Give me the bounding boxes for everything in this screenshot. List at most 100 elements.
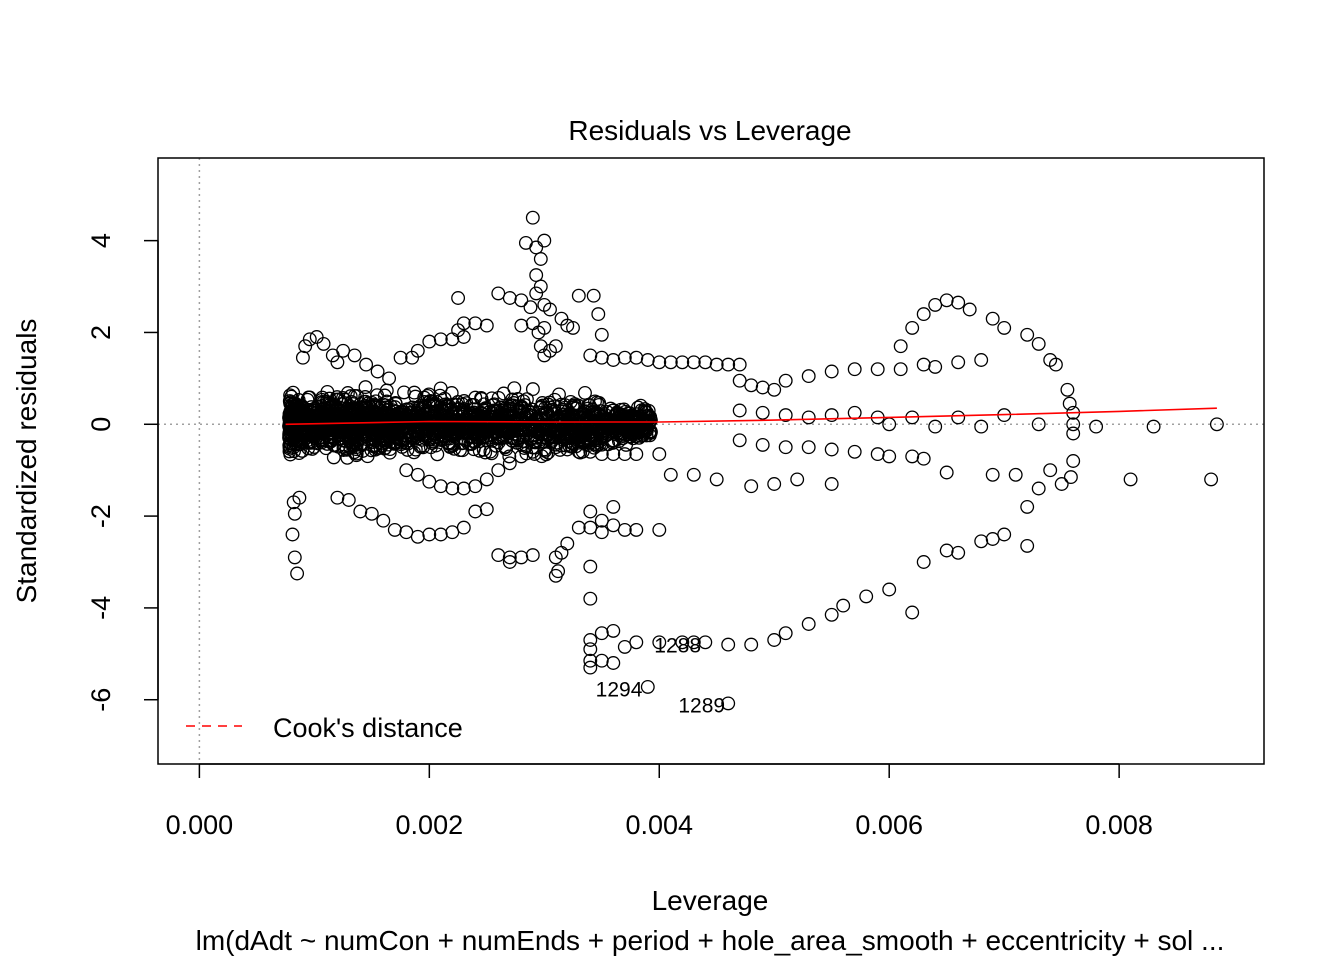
data-point <box>533 279 548 294</box>
data-point <box>755 437 770 452</box>
data-point <box>287 506 302 521</box>
data-point <box>290 566 305 581</box>
data-point <box>525 210 540 225</box>
data-point <box>546 423 561 438</box>
data-point <box>523 300 538 315</box>
data-point <box>581 438 596 453</box>
data-point <box>732 357 747 372</box>
data-point <box>494 400 509 415</box>
data-point <box>514 293 529 308</box>
data-point <box>403 405 418 420</box>
data-point <box>461 436 476 451</box>
data-point <box>359 357 374 372</box>
data-point <box>511 428 526 443</box>
legend: Cook's distance <box>186 713 463 743</box>
y-tick-label: -6 <box>86 688 116 712</box>
data-point <box>626 431 641 446</box>
data-point <box>778 626 793 641</box>
data-point <box>343 399 357 414</box>
point-label: 1294 <box>596 678 643 701</box>
dense-point-cloud <box>282 380 658 465</box>
data-point <box>410 343 425 358</box>
data-point <box>824 364 839 379</box>
data-point <box>594 626 609 641</box>
data-point <box>507 381 522 396</box>
x-tick-label: 0.000 <box>166 810 234 840</box>
data-point <box>629 447 644 462</box>
data-point <box>571 444 586 459</box>
data-point <box>316 401 331 416</box>
x-axis: 0.000 0.002 0.004 0.006 0.008 <box>166 763 1153 840</box>
data-point <box>369 429 384 444</box>
data-point <box>571 520 586 535</box>
y-tick-label: -4 <box>86 596 116 620</box>
loess-smoother <box>285 407 1217 426</box>
data-point <box>639 423 654 438</box>
data-point <box>292 490 307 505</box>
data-point <box>962 302 977 317</box>
data-point <box>606 499 621 514</box>
data-point <box>451 291 466 305</box>
x-tick-label: 0.008 <box>1085 810 1153 840</box>
data-point <box>824 477 839 491</box>
data-point <box>382 445 397 460</box>
data-point <box>652 447 667 462</box>
data-point <box>882 582 897 597</box>
data-point <box>389 427 404 442</box>
data-point <box>1063 470 1078 485</box>
data-point <box>330 355 345 370</box>
data-point <box>397 385 411 400</box>
data-point <box>409 406 424 421</box>
data-point <box>358 400 373 415</box>
data-point <box>583 504 598 519</box>
data-point <box>571 288 586 303</box>
data-point <box>836 598 851 613</box>
data-point <box>316 336 331 351</box>
data-point <box>376 513 391 528</box>
point-label: 1288 <box>654 635 701 658</box>
data-point <box>433 527 448 542</box>
data-point <box>426 434 441 449</box>
data-point <box>591 307 606 322</box>
data-point <box>951 355 966 370</box>
data-point <box>368 410 383 425</box>
data-point <box>353 504 368 519</box>
data-point <box>578 385 592 400</box>
data-point <box>433 381 448 396</box>
data-point <box>939 465 954 480</box>
data-point <box>824 442 839 457</box>
data-point <box>445 481 460 496</box>
data-point <box>508 412 523 427</box>
data-point <box>490 403 505 418</box>
data-point <box>479 472 494 487</box>
data-point <box>847 405 862 420</box>
data-point <box>640 679 655 694</box>
data-point <box>479 413 494 428</box>
y-axis: -6 -4 -2 0 2 4 <box>86 233 159 712</box>
data-point <box>368 394 383 409</box>
data-point <box>801 369 816 384</box>
data-point <box>617 350 632 365</box>
data-point <box>498 440 513 455</box>
data-point <box>302 332 317 347</box>
data-point <box>319 441 334 456</box>
x-tick-label: 0.002 <box>396 810 464 840</box>
data-point <box>847 444 862 459</box>
data-point <box>1054 477 1069 491</box>
data-point <box>421 426 436 441</box>
data-point <box>552 387 566 402</box>
data-point <box>1209 417 1224 432</box>
data-point <box>350 417 365 432</box>
data-point <box>284 389 299 404</box>
data-point <box>790 472 805 487</box>
data-point <box>298 339 313 354</box>
data-point <box>870 362 885 377</box>
y-axis-label: Standardized residuals <box>11 319 42 604</box>
data-point <box>974 353 989 367</box>
smoother-line <box>285 407 1217 426</box>
data-point <box>893 339 908 354</box>
data-point <box>594 447 609 462</box>
data-point <box>732 403 747 418</box>
data-point <box>347 348 362 363</box>
data-point <box>475 406 490 421</box>
